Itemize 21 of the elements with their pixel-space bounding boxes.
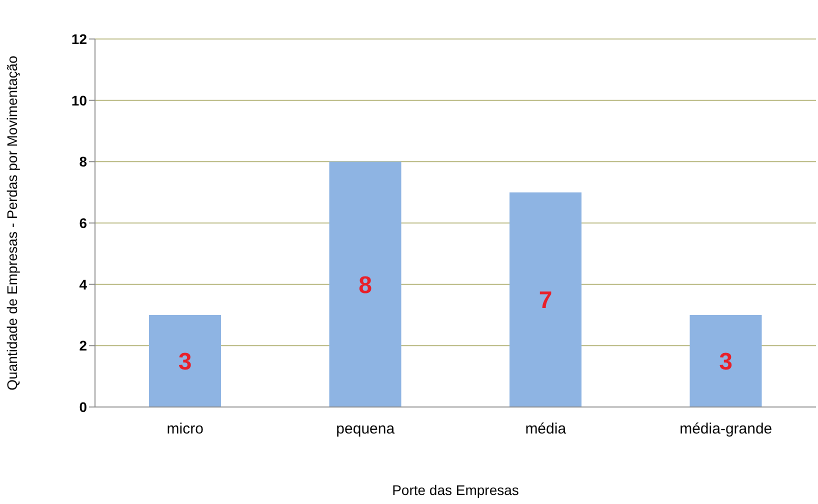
y-tick-label: 2: [79, 338, 88, 354]
x-tick-label: micro: [166, 420, 204, 438]
y-tick-label: 6: [79, 214, 88, 231]
x-tick-label: média-grande: [680, 420, 772, 438]
y-tick-label: 12: [71, 30, 88, 47]
y-tick-label: 8: [79, 154, 88, 170]
bar: [690, 315, 762, 407]
y-tick-label: 0: [79, 398, 88, 415]
data-label: 8: [358, 272, 372, 299]
x-tick-label: média: [525, 420, 567, 438]
y-tick-label: 10: [71, 92, 88, 108]
data-label: 3: [178, 348, 192, 376]
x-axis-title: Porte das Empresas: [392, 482, 519, 498]
y-tick-label: 4: [79, 276, 88, 292]
bar: [149, 315, 221, 407]
bar: [510, 192, 582, 407]
bar: [329, 162, 402, 407]
data-label: 7: [538, 287, 552, 314]
data-label: 3: [719, 348, 732, 376]
x-tick-label: pequena: [336, 420, 396, 438]
y-axis-title: Quantidade de Empresas - Perdas por Movimentação: [4, 55, 20, 390]
